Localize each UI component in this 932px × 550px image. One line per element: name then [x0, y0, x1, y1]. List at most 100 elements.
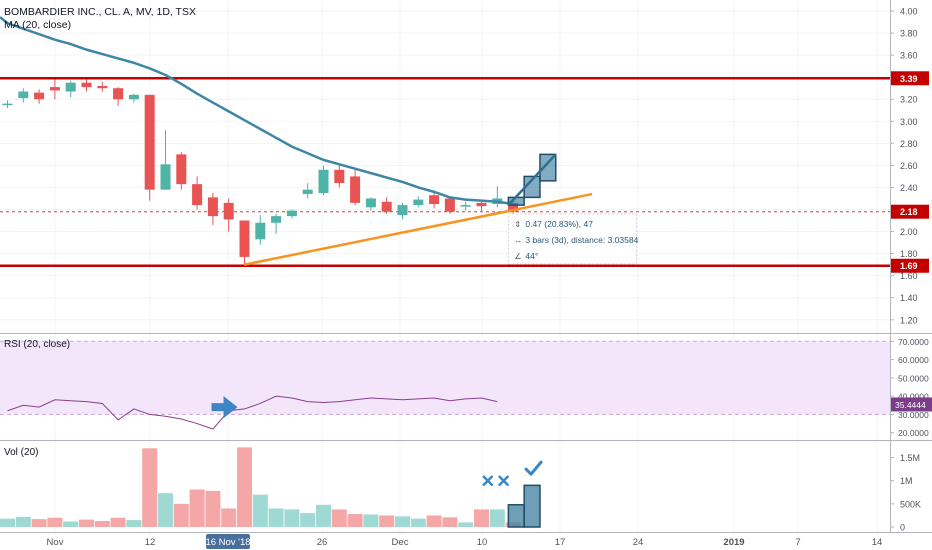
candle-body — [128, 94, 139, 100]
volume-bar — [268, 508, 284, 527]
date-tick-label: 10 — [477, 537, 488, 548]
price-tick-label: 1.20 — [900, 315, 918, 325]
rsi-tick-label: 30.0000 — [898, 410, 929, 420]
volume-projection-box — [523, 484, 541, 528]
candle-body — [444, 198, 455, 212]
volume-bar — [474, 509, 489, 527]
volume-bar — [395, 516, 410, 527]
volume-bar — [126, 520, 142, 527]
candle-body — [97, 86, 108, 89]
rsi-tick-label: 60.0000 — [898, 355, 929, 365]
moving-average — [0, 16, 514, 206]
candle-body — [207, 197, 218, 217]
candle-body — [239, 220, 250, 257]
volume-bar — [410, 518, 426, 527]
candle-body — [381, 201, 392, 212]
candle-body — [508, 202, 519, 212]
candles — [2, 79, 519, 266]
symbol-title: BOMBARDIER INC., CL. A, MV, 1D, TSX — [4, 6, 196, 18]
price-tick-label: 2.60 — [900, 161, 918, 171]
candle-body — [271, 216, 282, 223]
volume-projection-box — [507, 504, 525, 528]
candle-body — [350, 176, 361, 203]
volume-bars — [0, 447, 521, 527]
price-tick-label: 2.80 — [900, 139, 918, 149]
volume-bar — [94, 520, 110, 527]
volume-bar — [173, 503, 189, 527]
price-tick-label: 3.00 — [900, 117, 918, 127]
price-tick-label: 3.80 — [900, 29, 918, 39]
rsi-tick-label: 70.0000 — [898, 337, 929, 347]
measure-text: 3 bars (3d), distance: 3.03584 — [525, 235, 638, 245]
volume-bar — [47, 517, 63, 527]
measure-icon: ∠ — [514, 252, 521, 261]
date-tick-label: 2019 — [723, 537, 744, 548]
price-tick-label: 2.00 — [900, 227, 918, 237]
date-tick-label: Dec — [392, 537, 409, 548]
volume-bar — [426, 515, 442, 527]
volume-bar — [347, 514, 363, 527]
candle-body — [302, 189, 313, 195]
candle-body — [176, 154, 187, 185]
level-price-tag — [891, 71, 929, 86]
price-tick-label: 2.40 — [900, 183, 918, 193]
measure-icon: ⇕ — [514, 220, 521, 229]
rsi-polyline — [7, 395, 498, 430]
grid — [0, 0, 890, 532]
date-tick-label: 12 — [145, 537, 156, 548]
candle-body — [144, 94, 155, 190]
date-tick-label: 16 Nov '18 — [205, 537, 250, 548]
level-price-label: 3.39 — [900, 74, 918, 84]
volume-bar — [0, 518, 15, 527]
rsi-tick-label: 50.0000 — [898, 373, 929, 383]
rsi-legend: RSI (20, close) — [4, 339, 70, 350]
candle-body — [223, 202, 234, 220]
measure-box — [507, 213, 637, 265]
drawings[interactable] — [211, 153, 593, 528]
volume-bar — [237, 447, 252, 527]
cross-icon — [482, 475, 494, 486]
candle-body — [2, 103, 13, 106]
candle-body — [255, 222, 266, 240]
volume-bar — [158, 493, 173, 527]
volume-bar — [284, 509, 300, 527]
volume-tick-label: 1M — [900, 476, 913, 486]
rsi-line — [7, 395, 498, 430]
candle-body — [429, 195, 440, 204]
candle-body — [365, 198, 376, 208]
rsi-tick-label: 40.0000 — [898, 392, 929, 402]
candle-body — [192, 184, 203, 206]
candle-body — [286, 210, 297, 217]
volume-bar — [300, 513, 316, 527]
volume-bar — [63, 521, 79, 527]
measure-text: 0.47 (20.83%), 47 — [525, 219, 593, 229]
volume-bar — [110, 517, 126, 527]
volume-bar — [252, 494, 268, 527]
volume-tick-label: 0 — [900, 523, 905, 533]
candle-body — [160, 164, 171, 190]
volume-bar — [142, 448, 158, 527]
volume-bar — [458, 522, 474, 527]
level-price-label: 1.69 — [900, 261, 918, 271]
candle-body — [397, 205, 408, 216]
candle-body — [81, 82, 92, 88]
trendline — [244, 192, 593, 266]
measure-icon: ↔ — [514, 236, 522, 245]
horizontal-levels[interactable] — [0, 77, 890, 267]
volume-bar — [79, 519, 94, 527]
price-tick-label: 3.20 — [900, 95, 918, 105]
date-tick-label: 17 — [555, 537, 566, 548]
measure-tooltip: ⇕ 0.47 (20.83%), 47↔ 3 bars (3d), distance… — [507, 213, 639, 265]
cross-icon — [498, 475, 509, 486]
candle-body — [18, 91, 29, 99]
date-tick-label: Nov — [47, 537, 64, 548]
candle-body — [65, 82, 76, 92]
volume-bar — [31, 519, 47, 527]
check-icon — [524, 460, 543, 476]
level-price-tag — [891, 258, 929, 273]
candle-body — [49, 87, 60, 91]
level-price-tag — [891, 204, 929, 219]
volume-bar — [205, 490, 221, 527]
rsi-current-label: 35.4444 — [895, 400, 926, 410]
